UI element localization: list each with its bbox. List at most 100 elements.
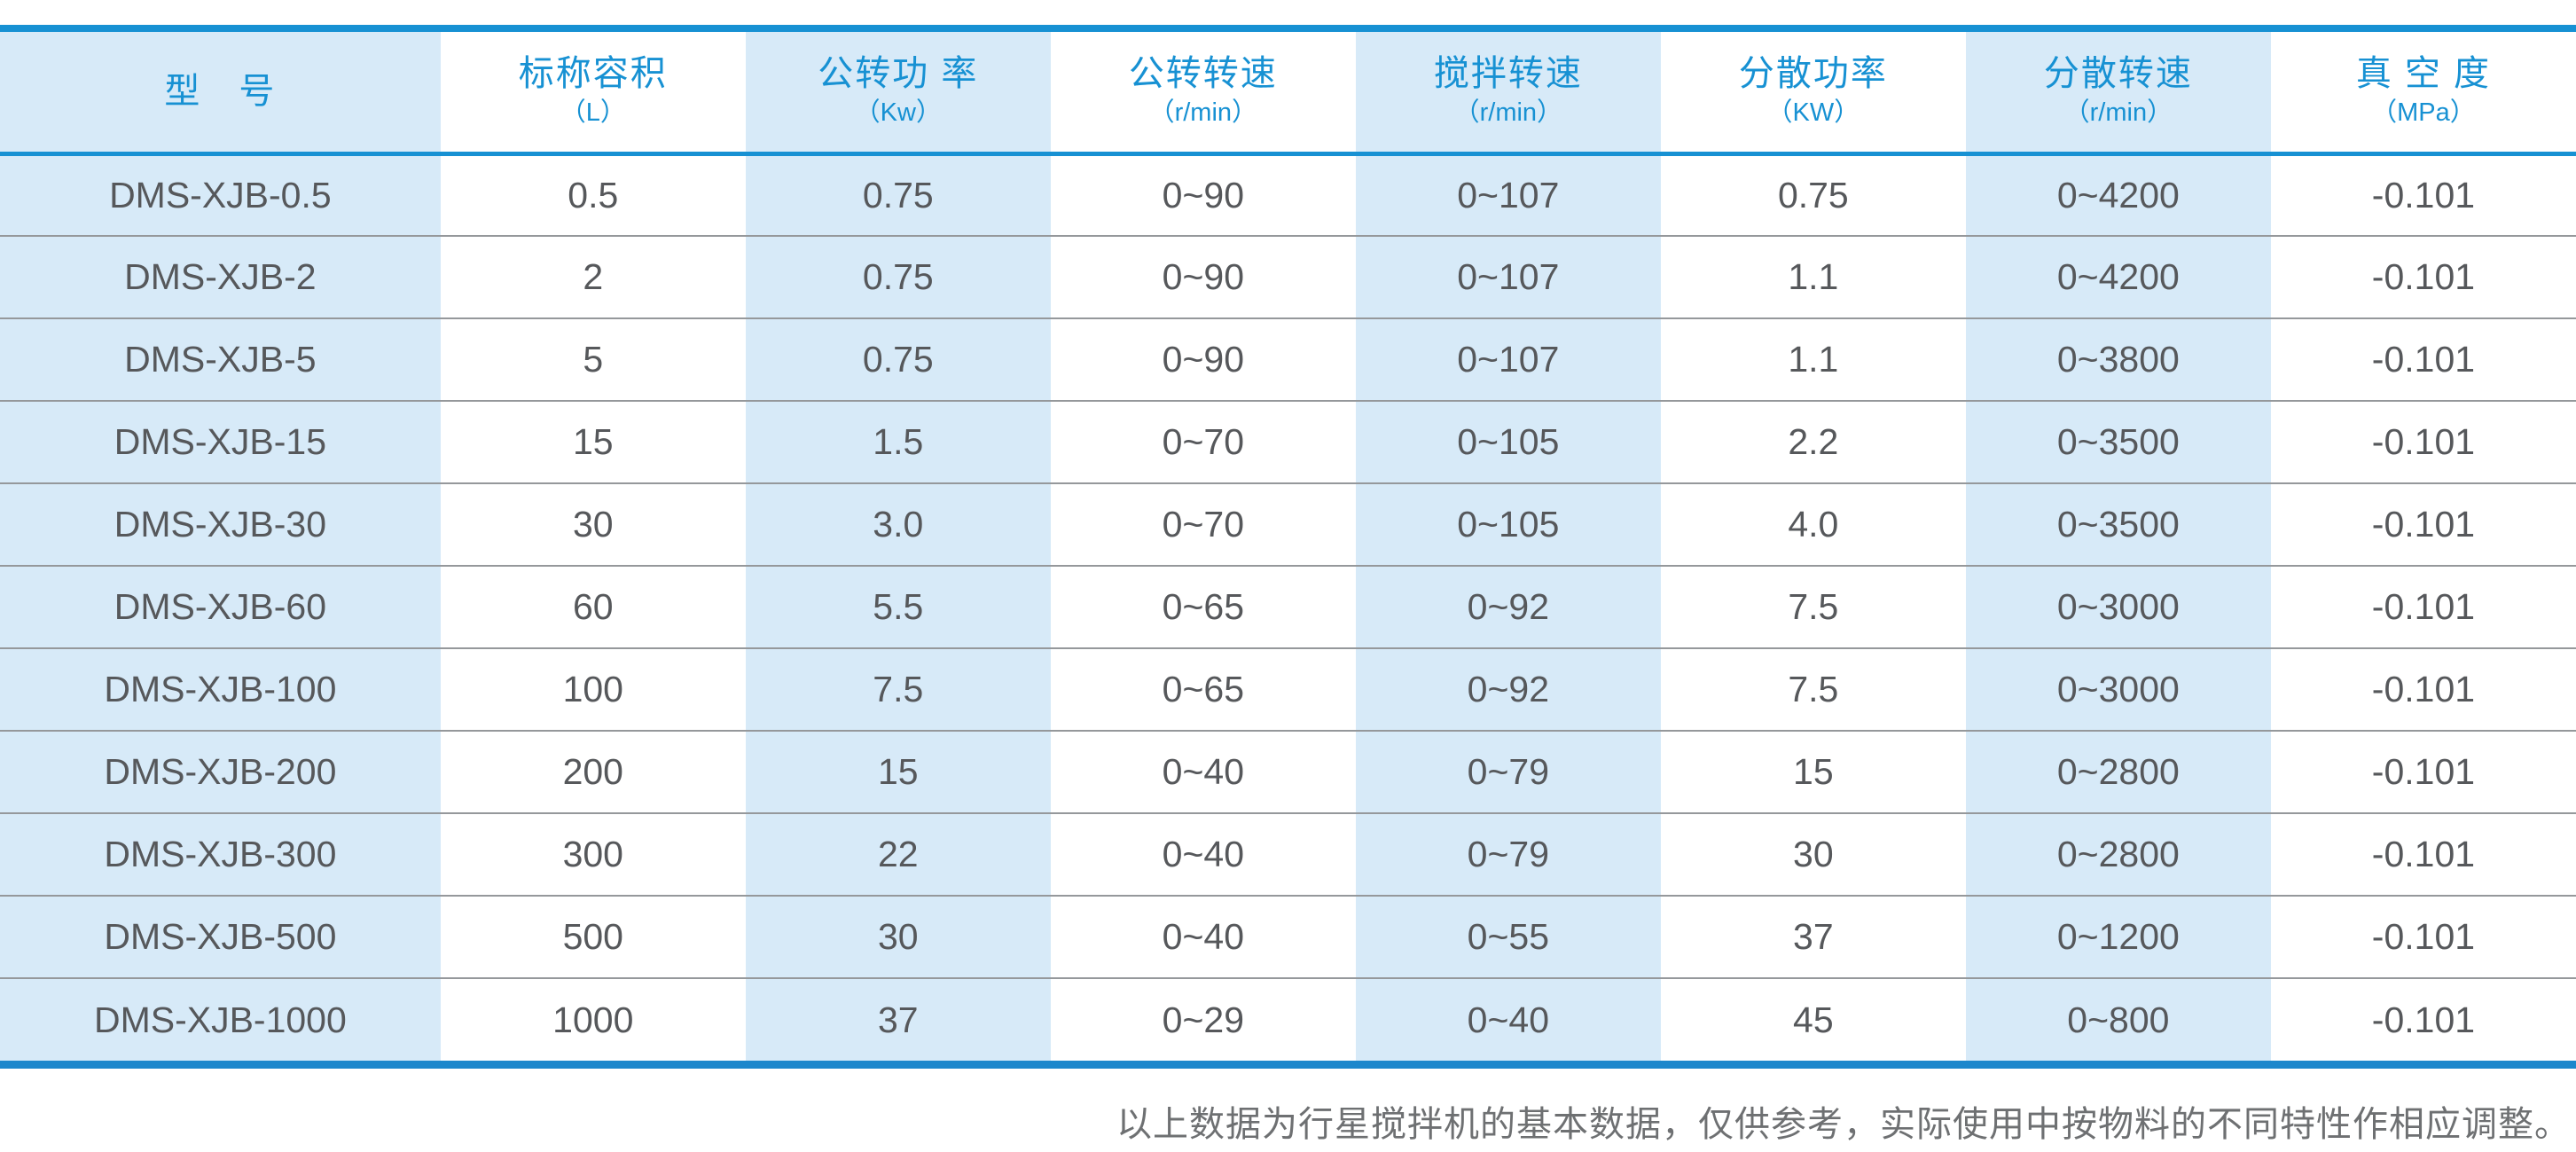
table-row: DMS-XJB-1000 1000 37 0~29 0~40 45 0~800 -0.101 <box>0 978 2576 1061</box>
value-cell: 0~4200 <box>1965 236 2271 319</box>
value-cell: 0~40 <box>1355 978 1661 1061</box>
value-cell: 0.75 <box>745 153 1051 237</box>
model-cell: DMS-XJB-15 <box>0 401 441 484</box>
value-cell: -0.101 <box>2270 566 2576 649</box>
col-header-revolution-power: 公转功 率 （Kw） <box>745 32 1051 156</box>
col-header-unit: （r/min） <box>1453 98 1563 128</box>
value-cell: 0~3500 <box>1965 401 2271 484</box>
col-header-label: 搅拌转速 <box>1433 54 1583 94</box>
value-cell: 0~40 <box>1050 731 1356 814</box>
value-cell: 0~92 <box>1355 648 1661 732</box>
value-cell: 15 <box>1660 731 1966 814</box>
value-cell: 0~107 <box>1355 318 1661 402</box>
value-cell: -0.101 <box>2270 401 2576 484</box>
value-cell: 60 <box>440 566 746 649</box>
value-cell: 100 <box>440 648 746 732</box>
value-cell: 0.75 <box>745 236 1051 319</box>
value-cell: 1.1 <box>1660 318 1966 402</box>
value-cell: 7.5 <box>745 648 1051 732</box>
value-cell: 0~4200 <box>1965 153 2271 237</box>
value-cell: 4.0 <box>1660 483 1966 567</box>
value-cell: 1000 <box>440 978 746 1061</box>
value-cell: 30 <box>1660 813 1966 897</box>
value-cell: 0~107 <box>1355 153 1661 237</box>
col-header-label: 标称容积 <box>518 54 668 94</box>
value-cell: -0.101 <box>2270 153 2576 237</box>
value-cell: 300 <box>440 813 746 897</box>
value-cell: 0~40 <box>1050 813 1356 897</box>
value-cell: 0.75 <box>1660 153 1966 237</box>
model-cell: DMS-XJB-30 <box>0 483 441 567</box>
value-cell: -0.101 <box>2270 896 2576 979</box>
value-cell: 0~3800 <box>1965 318 2271 402</box>
value-cell: 0.5 <box>440 153 746 237</box>
col-header-label: 型 号 <box>164 72 277 112</box>
table-row: DMS-XJB-5 5 0.75 0~90 0~107 1.1 0~3800 -0.101 <box>0 318 2576 402</box>
value-cell: 500 <box>440 896 746 979</box>
value-cell: -0.101 <box>2270 813 2576 897</box>
value-cell: 30 <box>745 896 1051 979</box>
col-header-unit: （KW） <box>1766 98 1860 128</box>
header-row: 型 号 标称容积 （L） 公转功 率 （Kw） 公转转速 （r/min） <box>0 32 2576 156</box>
col-header-unit: （Kw） <box>854 98 942 128</box>
col-header-stirring-speed: 搅拌转速 （r/min） <box>1355 32 1661 156</box>
value-cell: 0~800 <box>1965 978 2271 1061</box>
col-header-label: 分散转速 <box>2043 54 2193 94</box>
value-cell: 200 <box>440 731 746 814</box>
col-header-model: 型 号 <box>0 32 441 156</box>
table-row: DMS-XJB-500 500 30 0~40 0~55 37 0~1200 -0.101 <box>0 896 2576 979</box>
value-cell: 37 <box>745 978 1051 1061</box>
value-cell: -0.101 <box>2270 483 2576 567</box>
col-header-dispersing-power: 分散功率 （KW） <box>1660 32 1966 156</box>
value-cell: 15 <box>745 731 1051 814</box>
model-cell: DMS-XJB-500 <box>0 896 441 979</box>
table-row: DMS-XJB-30 30 3.0 0~70 0~105 4.0 0~3500 -0.101 <box>0 483 2576 567</box>
value-cell: 0~105 <box>1355 483 1661 567</box>
value-cell: 0~90 <box>1050 236 1356 319</box>
col-header-revolution-speed: 公转转速 （r/min） <box>1050 32 1356 156</box>
value-cell: 0~3500 <box>1965 483 2271 567</box>
value-cell: -0.101 <box>2270 978 2576 1061</box>
table-row: DMS-XJB-300 300 22 0~40 0~79 30 0~2800 -0.101 <box>0 813 2576 897</box>
value-cell: 0~90 <box>1050 318 1356 402</box>
value-cell: 2.2 <box>1660 401 1966 484</box>
value-cell: 0~2800 <box>1965 731 2271 814</box>
value-cell: 0~29 <box>1050 978 1356 1061</box>
col-header-label: 公转功 率 <box>818 54 979 94</box>
table-row: DMS-XJB-2 2 0.75 0~90 0~107 1.1 0~4200 -0.101 <box>0 236 2576 319</box>
value-cell: 0~79 <box>1355 731 1661 814</box>
col-header-unit: （r/min） <box>2063 98 2173 128</box>
value-cell: 15 <box>440 401 746 484</box>
value-cell: 7.5 <box>1660 566 1966 649</box>
value-cell: 0~65 <box>1050 648 1356 732</box>
value-cell: 22 <box>745 813 1051 897</box>
value-cell: -0.101 <box>2270 236 2576 319</box>
value-cell: 0~1200 <box>1965 896 2271 979</box>
table-top-border <box>0 25 2576 32</box>
value-cell: 0~90 <box>1050 153 1356 237</box>
value-cell: 0~79 <box>1355 813 1661 897</box>
col-header-label: 分散功率 <box>1738 54 1888 94</box>
value-cell: 7.5 <box>1660 648 1966 732</box>
value-cell: 0~3000 <box>1965 648 2271 732</box>
col-header-dispersing-speed: 分散转速 （r/min） <box>1965 32 2271 156</box>
table-row: DMS-XJB-60 60 5.5 0~65 0~92 7.5 0~3000 -0.101 <box>0 566 2576 649</box>
spec-table-block: 型 号 标称容积 （L） 公转功 率 （Kw） 公转转速 （r/min） <box>0 25 2576 1147</box>
model-cell: DMS-XJB-300 <box>0 813 441 897</box>
value-cell: -0.101 <box>2270 648 2576 732</box>
disclaimer-note: 以上数据为行星搅拌机的基本数据，仅供参考，实际使用中按物料的不同特性作相应调整。 <box>1116 1104 2571 1145</box>
col-header-unit: （MPa） <box>2371 98 2476 128</box>
value-cell: 1.5 <box>745 401 1051 484</box>
value-cell: 0~55 <box>1355 896 1661 979</box>
col-header-nominal-capacity: 标称容积 （L） <box>440 32 746 156</box>
value-cell: 0~40 <box>1050 896 1356 979</box>
value-cell: 0~70 <box>1050 483 1356 567</box>
model-cell: DMS-XJB-2 <box>0 236 441 319</box>
table-bottom-border <box>0 1061 2576 1069</box>
value-cell: 37 <box>1660 896 1966 979</box>
value-cell: 30 <box>440 483 746 567</box>
col-header-label: 公转转速 <box>1128 54 1278 94</box>
value-cell: 0~3000 <box>1965 566 2271 649</box>
value-cell: 5.5 <box>745 566 1051 649</box>
